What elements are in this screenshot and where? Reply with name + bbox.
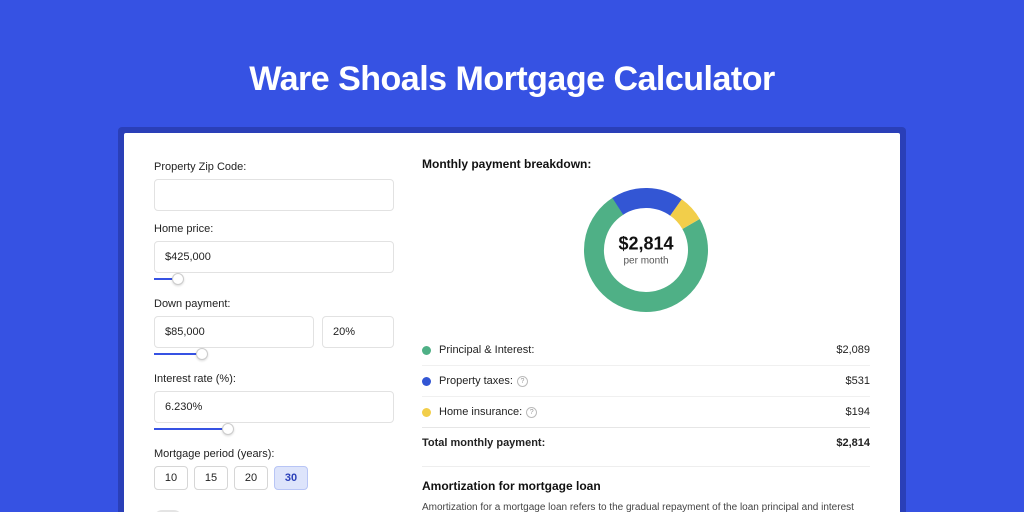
home-price-input[interactable] [154, 241, 394, 273]
down-payment-slider[interactable] [154, 347, 394, 361]
period-btn-20[interactable]: 20 [234, 466, 268, 490]
legend-label-text: Principal & Interest: [439, 344, 534, 356]
donut-chart-area: $2,814 per month [422, 179, 870, 329]
down-payment-slider-thumb[interactable] [196, 348, 208, 360]
legend-row-total: Total monthly payment:$2,814 [422, 427, 870, 458]
calculator-card: Property Zip Code: Home price: Down paym… [124, 133, 900, 512]
period-btn-15[interactable]: 15 [194, 466, 228, 490]
legend-value: $194 [846, 406, 870, 418]
interest-rate-label: Interest rate (%): [154, 373, 394, 385]
legend-label-text: Property taxes: [439, 375, 513, 387]
legend-label: Home insurance:? [439, 406, 846, 418]
breakdown-legend: Principal & Interest: $2,089 Property taxe… [422, 335, 870, 458]
interest-rate-slider-fill [154, 428, 228, 430]
legend-value: $2,089 [836, 344, 870, 356]
zip-code-label: Property Zip Code: [154, 161, 394, 173]
legend-dot [422, 377, 431, 386]
home-price-label: Home price: [154, 223, 394, 235]
interest-rate-slider-thumb[interactable] [222, 423, 234, 435]
legend-total-value: $2,814 [836, 437, 870, 449]
zip-code-input[interactable] [154, 179, 394, 211]
info-icon[interactable]: ? [526, 407, 537, 418]
info-icon[interactable]: ? [517, 376, 528, 387]
down-payment-label: Down payment: [154, 298, 394, 310]
page-title: Ware Shoals Mortgage Calculator [0, 0, 1024, 127]
legend-total-label: Total monthly payment: [422, 437, 836, 449]
home-price-slider-thumb[interactable] [172, 273, 184, 285]
legend-row-1: Property taxes:?$531 [422, 365, 870, 396]
amortization-text: Amortization for a mortgage loan refers … [422, 501, 870, 512]
down-payment-pct-input[interactable] [322, 316, 394, 348]
mortgage-period-group: 10152030 [154, 466, 394, 490]
amortization-title: Amortization for mortgage loan [422, 479, 870, 493]
legend-dot [422, 408, 431, 417]
legend-value: $531 [846, 375, 870, 387]
donut-center: $2,814 per month [618, 234, 673, 267]
legend-label: Property taxes:? [439, 375, 846, 387]
legend-row-2: Home insurance:?$194 [422, 396, 870, 427]
mortgage-period-label: Mortgage period (years): [154, 448, 394, 460]
period-btn-30[interactable]: 30 [274, 466, 308, 490]
legend-row-0: Principal & Interest: $2,089 [422, 335, 870, 365]
donut-chart: $2,814 per month [579, 183, 713, 317]
down-payment-slider-fill [154, 353, 202, 355]
amortization-section: Amortization for mortgage loan Amortizat… [422, 466, 870, 512]
interest-rate-slider[interactable] [154, 422, 394, 436]
home-price-slider[interactable] [154, 272, 394, 286]
legend-dot [422, 346, 431, 355]
period-btn-10[interactable]: 10 [154, 466, 188, 490]
interest-rate-input[interactable] [154, 391, 394, 423]
down-payment-input[interactable] [154, 316, 314, 348]
donut-sub: per month [618, 256, 673, 267]
breakdown-title: Monthly payment breakdown: [422, 157, 870, 171]
breakdown-panel: Monthly payment breakdown: $2,814 per mo… [422, 157, 870, 512]
donut-amount: $2,814 [618, 234, 673, 255]
card-shadow: Property Zip Code: Home price: Down paym… [118, 127, 906, 512]
legend-label: Principal & Interest: [439, 344, 836, 356]
form-panel: Property Zip Code: Home price: Down paym… [154, 157, 394, 512]
legend-label-text: Home insurance: [439, 406, 522, 418]
